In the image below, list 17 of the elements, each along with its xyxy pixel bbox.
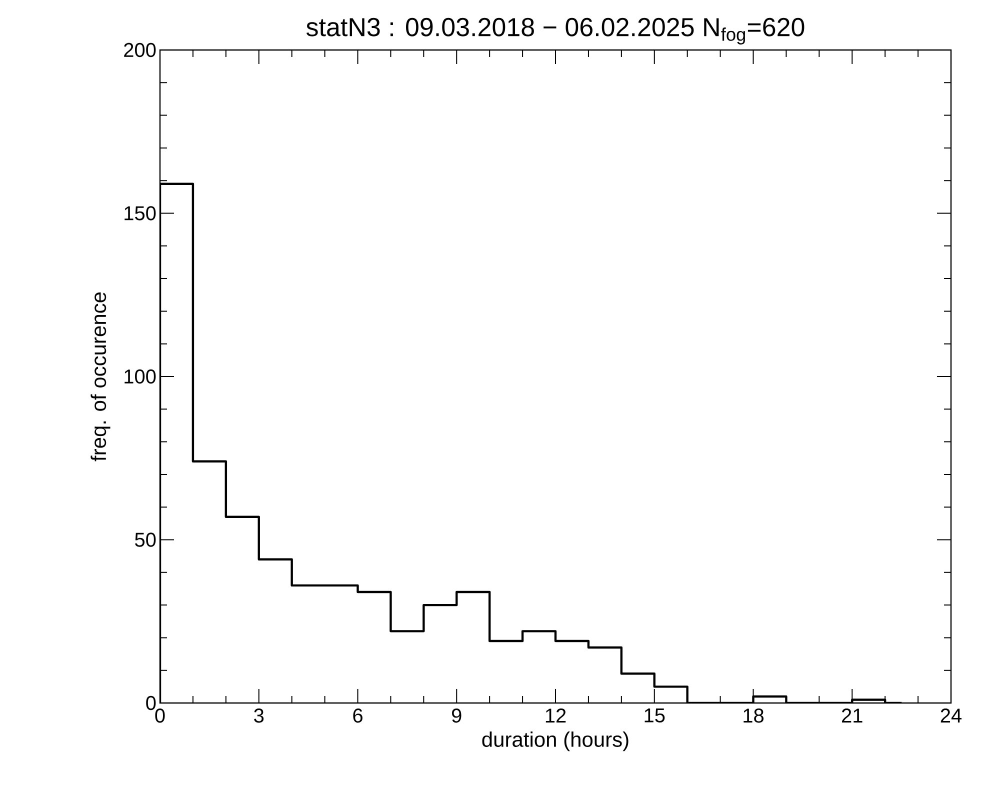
- x-axis-title: duration (hours): [482, 732, 628, 752]
- y-tick-label: 0: [146, 696, 156, 710]
- y-tick-label: 200: [124, 42, 156, 58]
- x-tick-label: 21: [842, 708, 862, 722]
- y-tick-label: 150: [124, 206, 156, 220]
- x-tick-label: 9: [452, 708, 462, 723]
- x-tick-label: 6: [353, 708, 362, 723]
- y-tick-label: 100: [124, 369, 156, 384]
- x-tick-label: 3: [254, 708, 264, 723]
- chart-title: statN3 : 09.03.2018 − 06.02.2025 N$_{fog}$=620: [306, 18, 804, 44]
- x-tick-label: 12: [546, 708, 566, 722]
- x-tick-label: 0: [155, 708, 165, 723]
- x-tick-label: 24: [940, 708, 962, 722]
- y-axis-title: freq. of occurence: [90, 292, 110, 462]
- y-tick-label: 50: [135, 532, 156, 547]
- x-tick-label: 15: [644, 708, 665, 722]
- x-tick-label: 18: [744, 708, 764, 723]
